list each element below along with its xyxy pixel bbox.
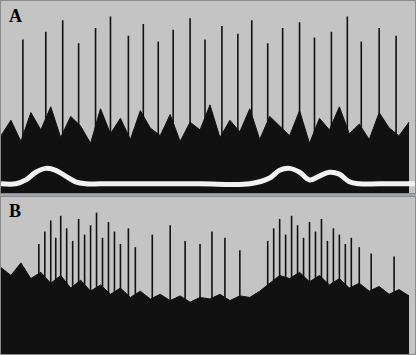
svg-text:B: B (9, 201, 21, 221)
svg-text:A: A (9, 6, 22, 26)
